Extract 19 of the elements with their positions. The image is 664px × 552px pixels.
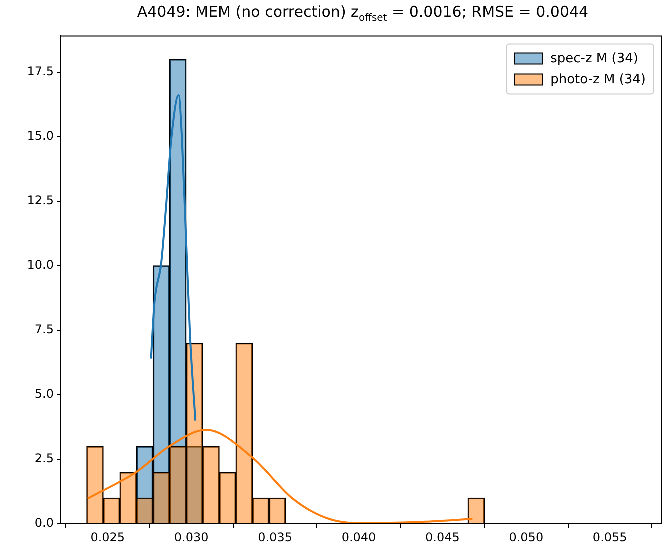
y-tick-label: 10.0 bbox=[27, 258, 54, 272]
chart-title: A4049: MEM (no correction) z$_{offset}$ = 0.0016; RMSE = 0.0044 bbox=[136, 2, 590, 26]
y-tick-label: 17.5 bbox=[27, 64, 54, 78]
legend-label: spec-z M (34) bbox=[550, 52, 638, 67]
x-tick-label: 0.050 bbox=[509, 530, 544, 544]
y-tick-label: 7.5 bbox=[34, 322, 54, 337]
x-tick-label: 0.055 bbox=[592, 530, 628, 544]
x-tick-label: 0.030 bbox=[174, 530, 209, 544]
y-tick-label: 12.5 bbox=[27, 194, 54, 208]
y-tick-label: 5.0 bbox=[34, 387, 54, 402]
x-tick-label: 0.045 bbox=[426, 530, 460, 544]
x-tick-label: 0.035 bbox=[258, 530, 292, 544]
x-tick-label: 0.025 bbox=[90, 530, 126, 544]
y-tick-label: 0.0 bbox=[34, 516, 54, 530]
x-tick-label: 0.040 bbox=[342, 530, 376, 544]
legend-label: photo-z M (34) bbox=[550, 72, 646, 88]
line-series bbox=[150, 94, 197, 422]
y-tick-label: 2.5 bbox=[34, 452, 54, 466]
y-tick-label: 15.0 bbox=[27, 128, 54, 143]
